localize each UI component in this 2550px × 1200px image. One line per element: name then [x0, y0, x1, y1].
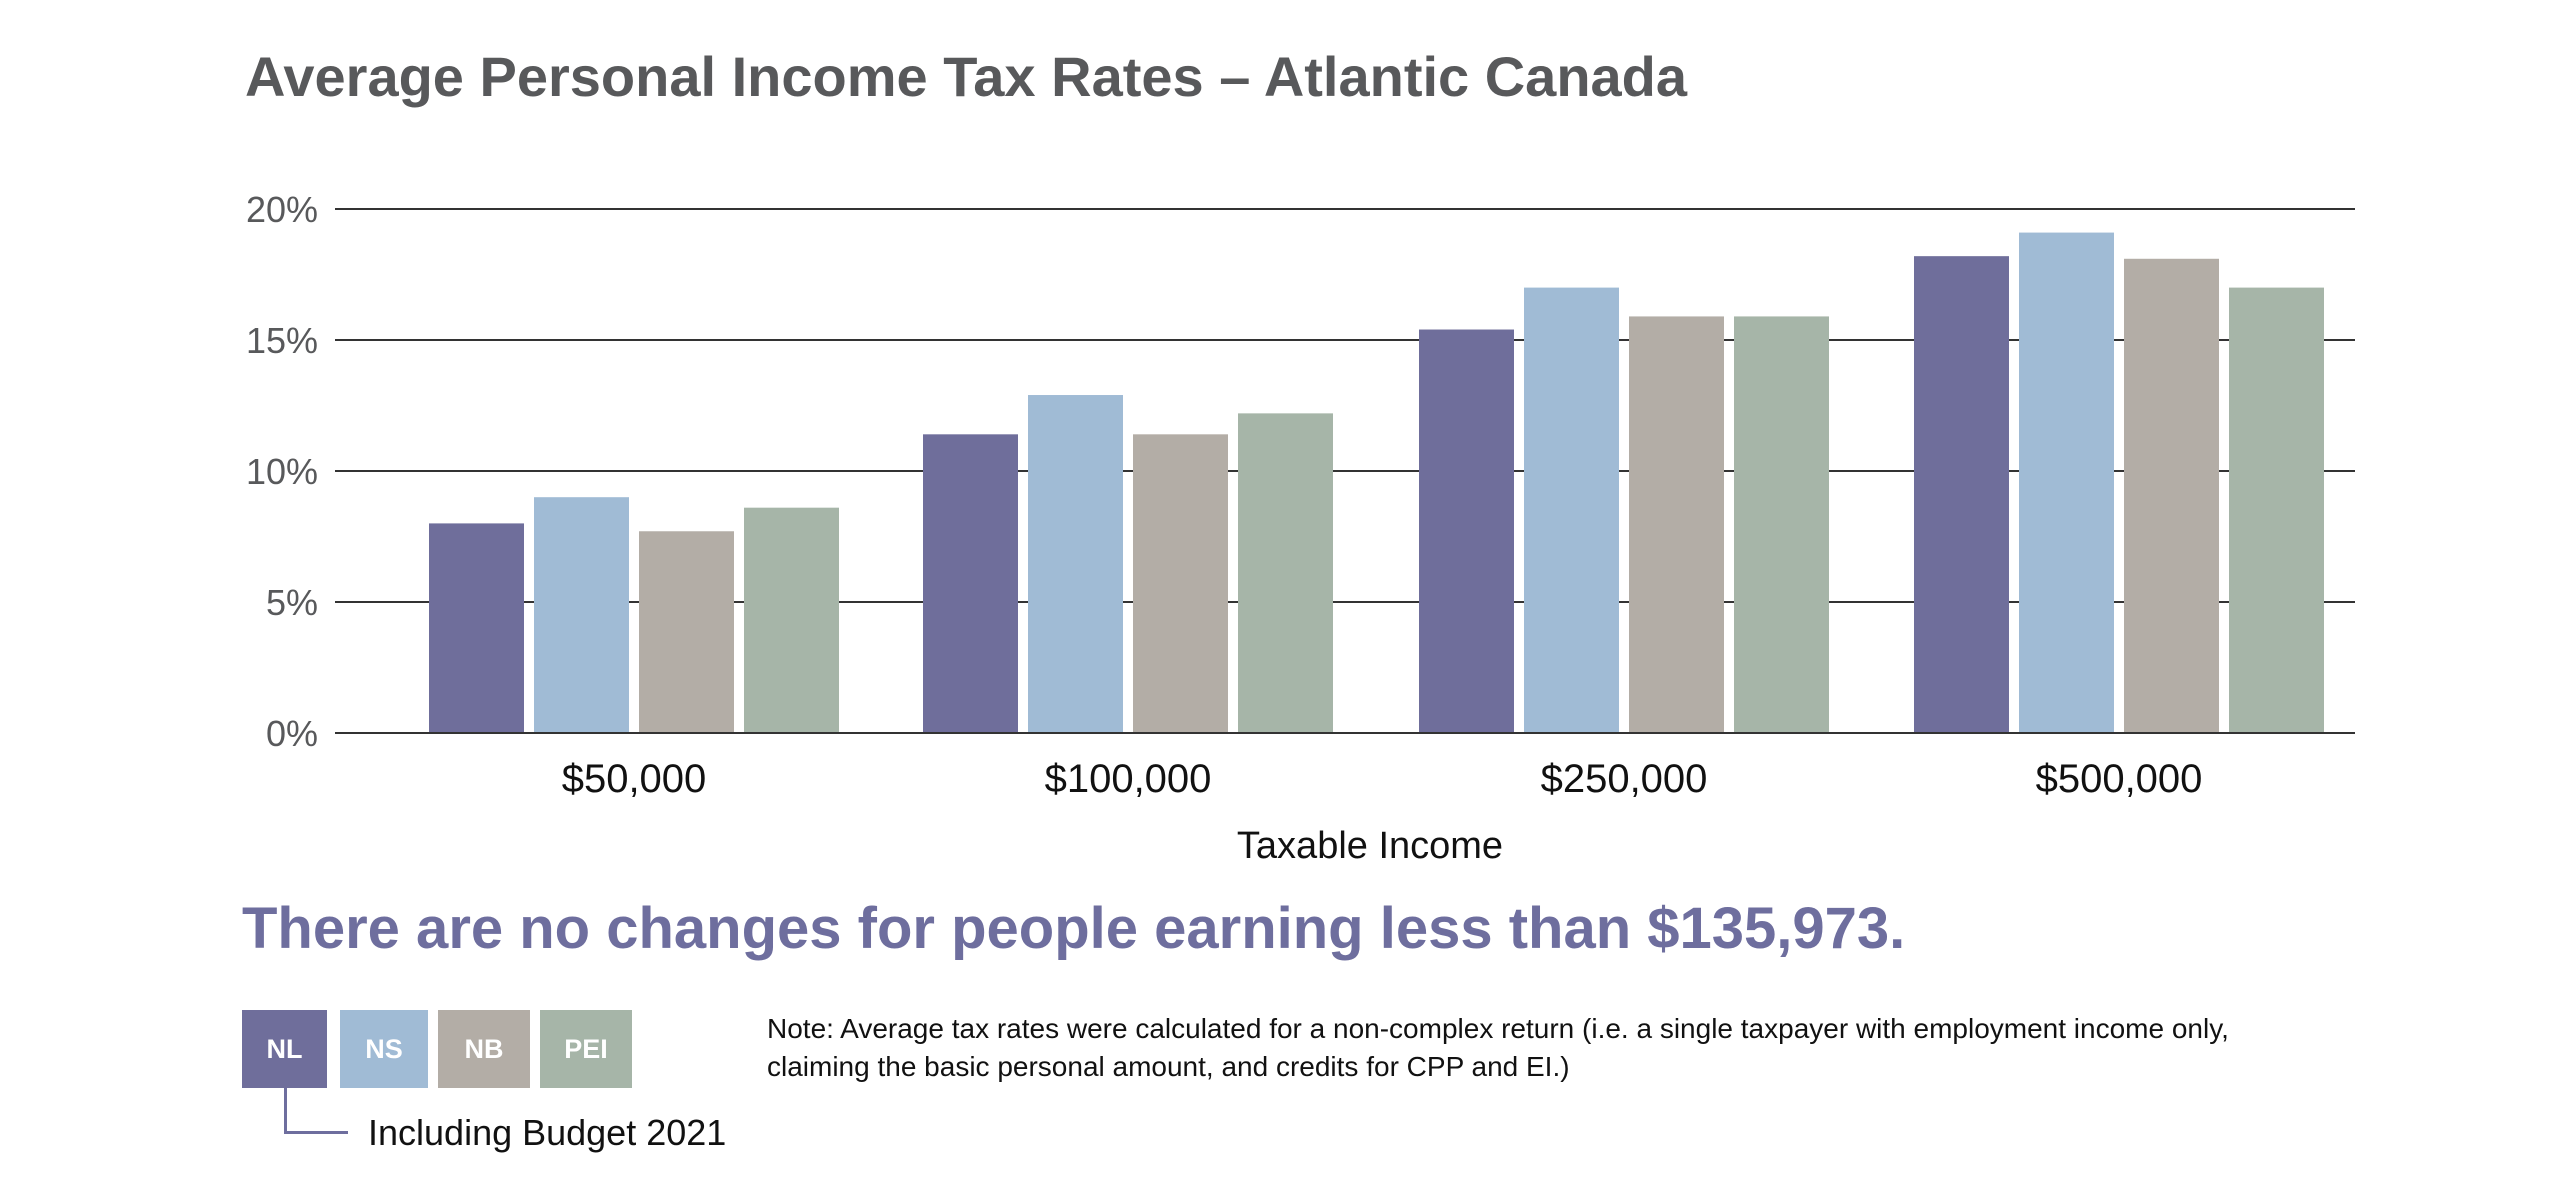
y-tick-label: 5%: [266, 582, 318, 623]
bar-nb: [2124, 258, 2219, 733]
y-tick-label: 0%: [266, 713, 318, 754]
legend-nl: NL: [242, 1010, 327, 1088]
legend-note: Including Budget 2021: [368, 1112, 727, 1153]
legend-pei: PEI: [540, 1010, 632, 1088]
bar-nl: [1419, 329, 1514, 733]
bar-nl: [923, 434, 1018, 733]
y-tick-label: 10%: [246, 451, 318, 492]
bar-ns: [1524, 287, 1619, 733]
x-tick-label: $500,000: [2036, 757, 2203, 801]
headline: There are no changes for people earning …: [242, 896, 1906, 961]
bar-nl: [1914, 256, 2009, 733]
bar-pei: [2229, 287, 2324, 733]
chart-title: Average Personal Income Tax Rates – Atla…: [245, 45, 1688, 108]
y-tick-label: 15%: [246, 320, 318, 361]
bar-pei: [1238, 413, 1333, 733]
bar-nl: [429, 523, 524, 733]
bar-chart: 0% 5% 10% 15% 20% $50,000 $100,000 $250,000 $500…: [246, 189, 2355, 867]
legend-ns: NS: [340, 1010, 428, 1088]
x-axis-label: Taxable Income: [1237, 825, 1503, 867]
footnote: Note: Average tax rates were calculated …: [767, 1013, 2229, 1082]
bar-ns: [534, 497, 629, 733]
bar-nb: [1629, 316, 1724, 733]
bar-ns: [1028, 395, 1123, 733]
bar-pei: [744, 507, 839, 733]
y-tick-label: 20%: [246, 189, 318, 230]
legend-bracket: [284, 1088, 348, 1134]
legend-nb: NB: [438, 1010, 530, 1088]
bar-nb: [639, 531, 734, 733]
bar-pei: [1734, 316, 1829, 733]
bar-nb: [1133, 434, 1228, 733]
x-tick-label: $50,000: [562, 757, 707, 801]
x-tick-label: $100,000: [1045, 757, 1212, 801]
bar-ns: [2019, 232, 2114, 733]
x-tick-label: $250,000: [1541, 757, 1708, 801]
